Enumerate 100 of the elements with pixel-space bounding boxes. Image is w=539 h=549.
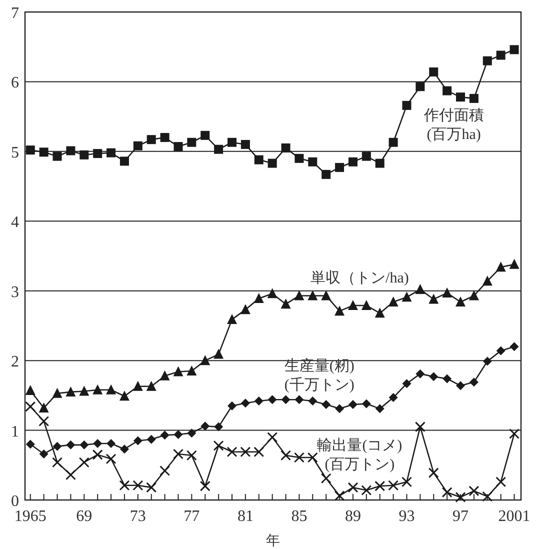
point [146, 380, 156, 391]
point [322, 170, 331, 179]
point [402, 379, 412, 388]
point [334, 490, 345, 502]
point [429, 67, 438, 76]
point [401, 476, 412, 488]
point [348, 482, 358, 493]
point [267, 288, 278, 298]
point [416, 82, 425, 92]
point [375, 404, 384, 414]
point [174, 142, 183, 152]
point [172, 448, 184, 460]
y-tick-label: 7 [11, 5, 19, 22]
x-axis-title: 年 [266, 533, 280, 549]
series-label: 生産量(籾) (千万トン) [284, 357, 354, 394]
point [240, 304, 250, 314]
y-tick-label: 3 [11, 284, 19, 301]
point [388, 138, 398, 147]
point [52, 442, 62, 451]
point [186, 450, 197, 461]
point [308, 396, 318, 406]
point [496, 262, 506, 272]
point [39, 449, 48, 458]
point [388, 393, 398, 402]
point [254, 446, 264, 458]
point [26, 440, 35, 449]
point [482, 356, 492, 366]
series-label: 単収（トン/ha) [310, 269, 409, 286]
point [456, 92, 466, 102]
point [308, 157, 318, 166]
point [294, 452, 304, 463]
series-label: 輸出量(コメ) (百万トン) [317, 436, 402, 473]
point [428, 294, 439, 304]
point [214, 348, 224, 359]
point [52, 152, 62, 161]
point [361, 484, 372, 496]
point [254, 155, 264, 164]
point [388, 296, 398, 307]
point [362, 399, 371, 408]
point [132, 480, 144, 491]
point [482, 56, 492, 66]
y-tick-label: 2 [11, 354, 19, 371]
point [416, 369, 425, 378]
point [374, 480, 386, 492]
point [26, 146, 35, 155]
point [348, 300, 358, 310]
point [52, 457, 63, 468]
point [106, 439, 116, 448]
point [25, 401, 36, 412]
point [25, 385, 36, 396]
point [294, 154, 304, 163]
point [281, 395, 290, 404]
point [348, 400, 358, 409]
point [120, 444, 129, 454]
point [213, 440, 224, 451]
point [294, 290, 304, 300]
point [132, 380, 143, 391]
x-tick-label: 2001 [498, 508, 530, 525]
x-tick-label: 77 [184, 508, 200, 525]
point [482, 276, 492, 286]
point [80, 440, 89, 450]
point [187, 138, 196, 147]
point [160, 132, 170, 142]
point [374, 308, 385, 318]
x-tick-label: 93 [398, 508, 415, 525]
point [428, 468, 439, 478]
point [469, 94, 478, 103]
point [388, 480, 399, 491]
point [375, 158, 384, 168]
point [442, 374, 452, 384]
point [442, 86, 452, 96]
point [226, 446, 238, 458]
point [254, 396, 264, 406]
x-tick-label: 97 [452, 508, 469, 525]
point [429, 372, 438, 382]
point [214, 422, 224, 432]
point [200, 480, 210, 492]
point [322, 400, 331, 409]
point [186, 366, 197, 376]
point [160, 465, 170, 476]
point [268, 158, 277, 168]
point [119, 480, 130, 491]
point [160, 430, 170, 440]
y-tick-label: 5 [11, 144, 19, 162]
point [415, 284, 426, 294]
point [510, 45, 519, 54]
point [200, 355, 210, 366]
point [92, 384, 103, 394]
point [496, 50, 506, 60]
point [200, 130, 210, 140]
point [66, 146, 76, 156]
point [227, 314, 238, 324]
point [66, 440, 76, 450]
point [334, 306, 345, 316]
point [146, 135, 156, 144]
point [307, 452, 318, 463]
point [187, 428, 196, 438]
point [414, 422, 426, 432]
y-tick-label: 6 [11, 74, 19, 92]
point [442, 487, 452, 498]
